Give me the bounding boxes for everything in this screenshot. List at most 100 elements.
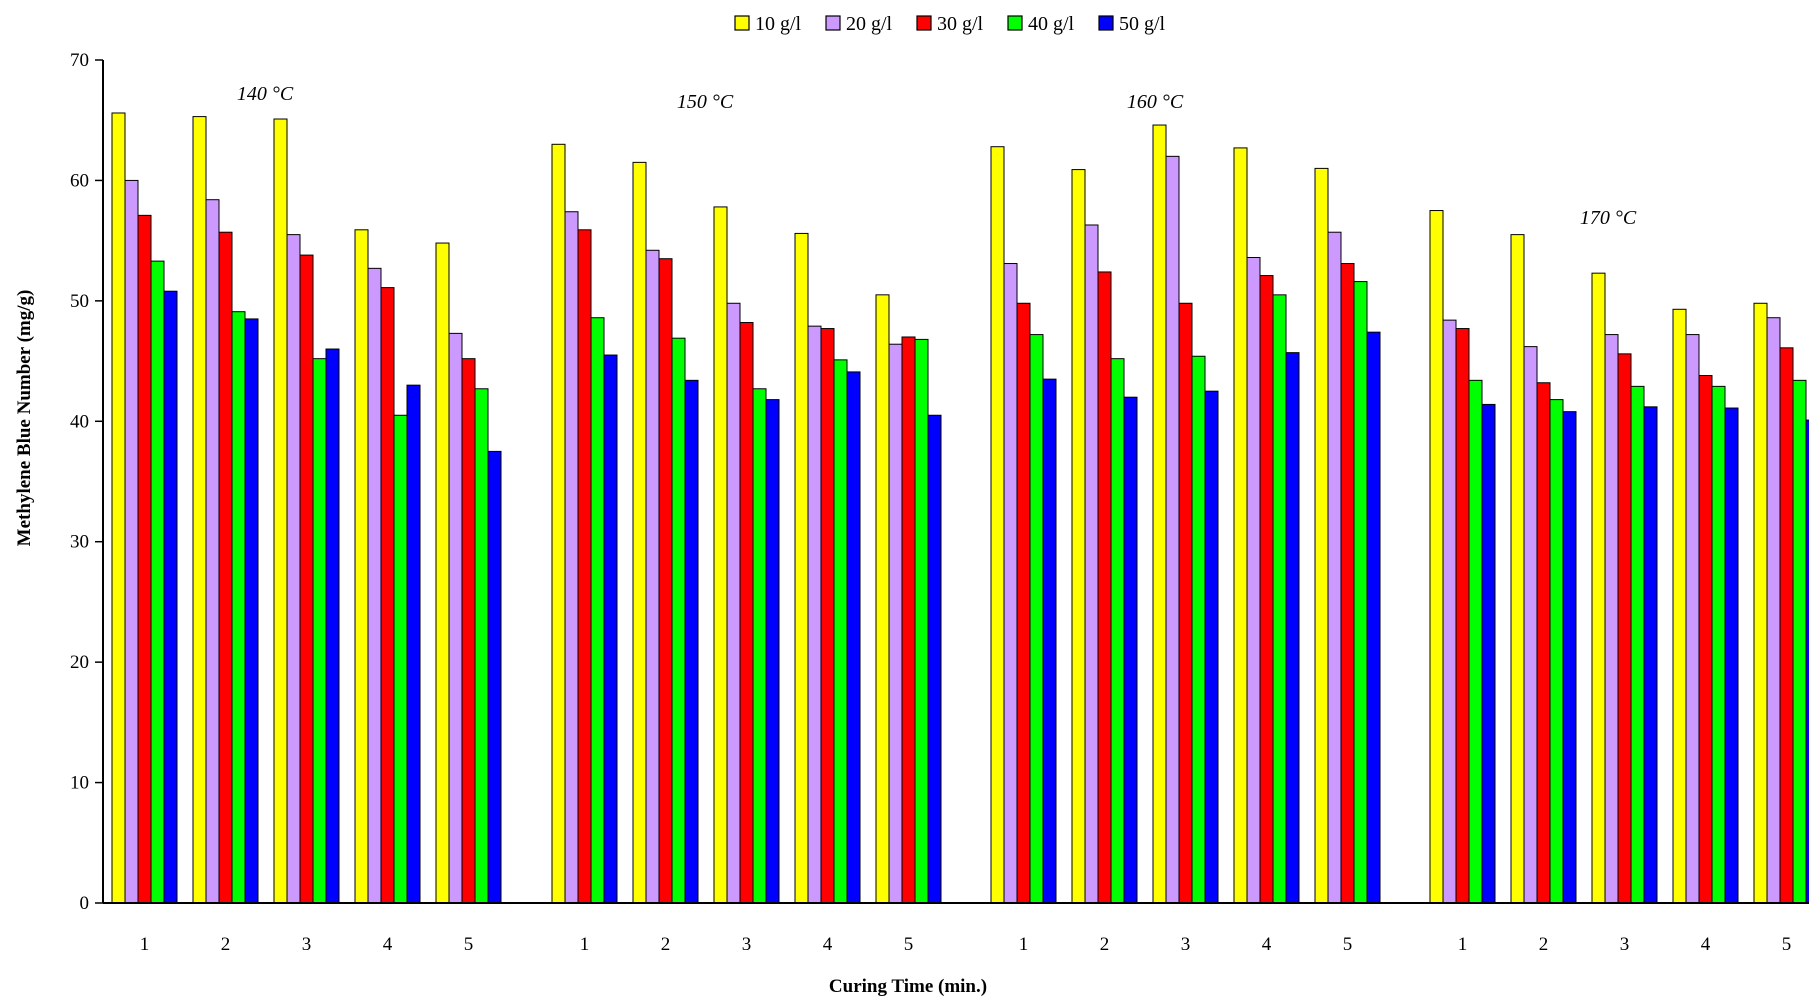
x-axis-title: Curing Time (min.) xyxy=(829,976,987,997)
bar xyxy=(914,338,929,904)
x-tick-label: 4 xyxy=(823,934,833,955)
bar xyxy=(820,328,835,904)
bar xyxy=(765,399,780,904)
legend-swatch xyxy=(1007,15,1023,31)
bar xyxy=(1481,403,1496,904)
bar xyxy=(551,143,566,904)
bar xyxy=(461,358,476,904)
bar xyxy=(1178,302,1193,904)
bar xyxy=(150,260,165,904)
bar xyxy=(1353,281,1368,904)
x-tick-label: 5 xyxy=(904,934,914,955)
y-axis: 0 10 20 30 40 50 60 70 xyxy=(70,50,104,914)
bar xyxy=(1204,390,1219,904)
bar xyxy=(739,322,754,904)
x-tick-label: 3 xyxy=(742,934,752,955)
temperature-labels: 140 °C 150 °C 160 °C 170 °C xyxy=(237,83,1637,229)
bar xyxy=(846,371,861,904)
bar xyxy=(111,112,126,904)
bar xyxy=(752,388,767,904)
bar xyxy=(590,317,605,904)
bar xyxy=(1110,358,1125,904)
bar xyxy=(1314,167,1329,904)
bar xyxy=(487,450,502,904)
bar xyxy=(1698,375,1713,904)
bar xyxy=(1429,210,1444,904)
x-tick-label: 2 xyxy=(661,934,671,955)
x-axis: 1 2 3 4 5 1 2 3 4 5 1 2 3 4 5 1 2 3 4 5 xyxy=(103,902,1809,955)
x-tick-label: 3 xyxy=(1620,934,1630,955)
bar xyxy=(1672,308,1687,904)
y-tick-label: 50 xyxy=(70,291,89,312)
legend-swatch xyxy=(734,15,750,31)
bar xyxy=(163,290,178,904)
bar xyxy=(1805,419,1809,904)
y-axis-title: Methylene Blue Number (mg/g) xyxy=(14,290,35,547)
bar xyxy=(1724,407,1739,904)
bar xyxy=(1753,302,1768,904)
x-tick-label: 5 xyxy=(464,934,474,955)
bar xyxy=(927,414,942,904)
bar xyxy=(1711,385,1726,904)
bar xyxy=(1259,275,1274,904)
bar xyxy=(448,332,463,904)
legend-label: 20 g/l xyxy=(846,13,893,35)
bar xyxy=(325,348,340,904)
bar xyxy=(807,325,822,904)
bar xyxy=(1779,347,1794,904)
bar xyxy=(1123,396,1138,904)
y-tick-label: 0 xyxy=(80,893,90,914)
x-tick-label: 5 xyxy=(1782,934,1792,955)
bar xyxy=(1604,334,1619,904)
bar xyxy=(1003,263,1018,904)
bar xyxy=(1233,147,1248,904)
y-tick-label: 70 xyxy=(70,50,89,71)
bar xyxy=(671,337,686,904)
bar xyxy=(1071,169,1086,904)
legend-swatch xyxy=(916,15,932,31)
x-tick-label: 1 xyxy=(140,934,150,955)
bar xyxy=(875,294,890,904)
bar xyxy=(1285,352,1300,904)
bar xyxy=(1617,353,1632,904)
bar xyxy=(205,199,220,904)
temperature-label: 150 °C xyxy=(677,91,734,113)
x-tick-label: 1 xyxy=(580,934,590,955)
bar xyxy=(1442,319,1457,904)
bar xyxy=(393,414,408,904)
bar xyxy=(1792,379,1807,904)
bar xyxy=(658,258,673,904)
bar xyxy=(1630,385,1645,904)
bars xyxy=(111,112,1809,904)
bar xyxy=(1523,346,1538,904)
bar xyxy=(137,214,152,904)
bar xyxy=(603,354,618,904)
bar xyxy=(645,249,660,904)
bar xyxy=(1272,294,1287,904)
bar xyxy=(367,267,382,904)
bar xyxy=(713,206,728,904)
x-tick-label: 4 xyxy=(383,934,393,955)
x-tick-label: 5 xyxy=(1343,934,1353,955)
bar xyxy=(231,311,246,904)
bar xyxy=(124,179,139,904)
bar xyxy=(1097,271,1112,904)
bar xyxy=(1152,124,1167,904)
bar xyxy=(1042,378,1057,904)
y-tick-label: 40 xyxy=(70,411,89,432)
legend-label: 50 g/l xyxy=(1119,13,1166,35)
bar xyxy=(1366,331,1381,904)
bar xyxy=(192,116,207,904)
bar xyxy=(1327,231,1342,904)
bar xyxy=(1340,263,1355,904)
x-tick-label: 3 xyxy=(302,934,312,955)
bar xyxy=(901,336,916,904)
bar xyxy=(632,161,647,904)
legend: 10 g/l 20 g/l 30 g/l 40 g/l 50 g/l xyxy=(734,13,1166,35)
x-tick-label: 2 xyxy=(221,934,231,955)
x-tick-label: 1 xyxy=(1019,934,1029,955)
bar xyxy=(726,302,741,904)
bar xyxy=(1029,334,1044,904)
bar xyxy=(794,232,809,904)
